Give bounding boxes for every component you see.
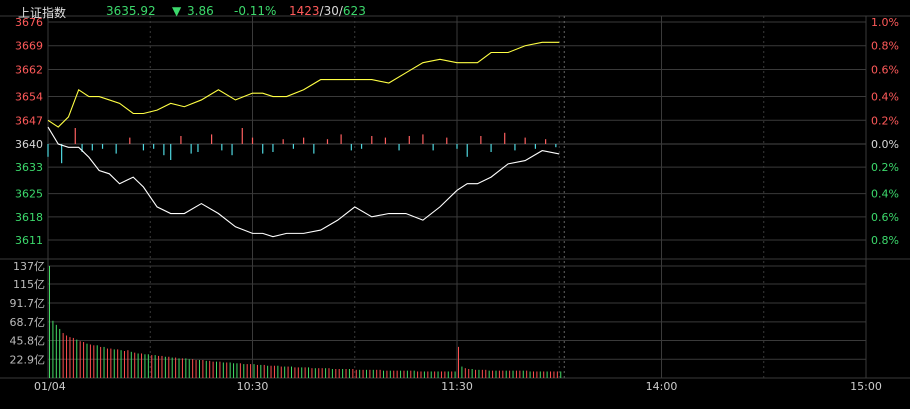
price-tick-label: 3647 xyxy=(15,114,43,127)
grid-lines xyxy=(0,15,910,379)
pct-tick-label: 0.2% xyxy=(871,114,899,127)
price-tick-label: 3640 xyxy=(15,138,43,151)
price-change-pct: -0.11% xyxy=(234,4,277,18)
time-tick-label: 15:00 xyxy=(850,380,882,393)
time-tick-label: 01/04 xyxy=(34,380,66,393)
volume-bars xyxy=(49,266,562,378)
price-change: 3.86 xyxy=(187,4,214,18)
pct-tick-label: 0.4% xyxy=(871,188,899,201)
volume-tick-label: 91.7亿 xyxy=(10,297,46,310)
price-tick-label: 3611 xyxy=(15,234,43,247)
unchanged-count: 30 xyxy=(323,4,339,18)
price-tick-label: 3662 xyxy=(15,63,43,76)
price-tick-label: 3676 xyxy=(15,16,43,29)
current-price: 3635.92 xyxy=(106,4,156,18)
volume-tick-label: 68.7亿 xyxy=(10,316,46,329)
volume-tick-label: 45.8亿 xyxy=(10,335,46,348)
pct-tick-label: 0.6% xyxy=(871,63,899,76)
advancers-count: 1423 xyxy=(289,4,320,18)
volume-tick-label: 22.9亿 xyxy=(10,353,46,366)
breadth-separator: / xyxy=(338,4,343,18)
down-arrow-icon: ▼ xyxy=(172,4,182,18)
time-tick-label: 11:30 xyxy=(441,380,473,393)
price-tick-label: 3625 xyxy=(15,188,43,201)
average-price-line xyxy=(47,41,560,128)
pct-tick-label: 0.2% xyxy=(871,161,899,174)
pct-tick-label: 0.8% xyxy=(871,40,899,53)
price-line xyxy=(47,126,560,238)
index-name: 上证指数 xyxy=(18,6,67,20)
time-tick-label: 10:30 xyxy=(237,380,269,393)
breadth-separator: / xyxy=(319,4,324,18)
pct-tick-label: 1.0% xyxy=(871,16,899,29)
market-breadth: 1423/30/623 xyxy=(289,4,366,18)
volume-tick-label: 137亿 xyxy=(13,260,45,273)
pct-tick-label: 0.6% xyxy=(871,211,899,224)
price-tick-label: 3618 xyxy=(15,211,43,224)
volume-tick-label: 115亿 xyxy=(13,278,45,291)
time-tick-label: 14:00 xyxy=(646,380,678,393)
pct-tick-label: 0.8% xyxy=(871,234,899,247)
pct-tick-label: 0.4% xyxy=(871,91,899,104)
breadth-bars xyxy=(47,128,557,164)
price-lines xyxy=(47,41,560,238)
price-tick-label: 3654 xyxy=(15,91,43,104)
price-tick-label: 3633 xyxy=(15,161,43,174)
price-tick-label: 3669 xyxy=(15,40,43,53)
decliners-count: 623 xyxy=(342,4,366,18)
axis-labels: 3676 3669 3662 3654 3647 3640 3633 3625 3618 3611… xyxy=(10,16,899,393)
pct-tick-label: 0.0% xyxy=(871,138,899,151)
